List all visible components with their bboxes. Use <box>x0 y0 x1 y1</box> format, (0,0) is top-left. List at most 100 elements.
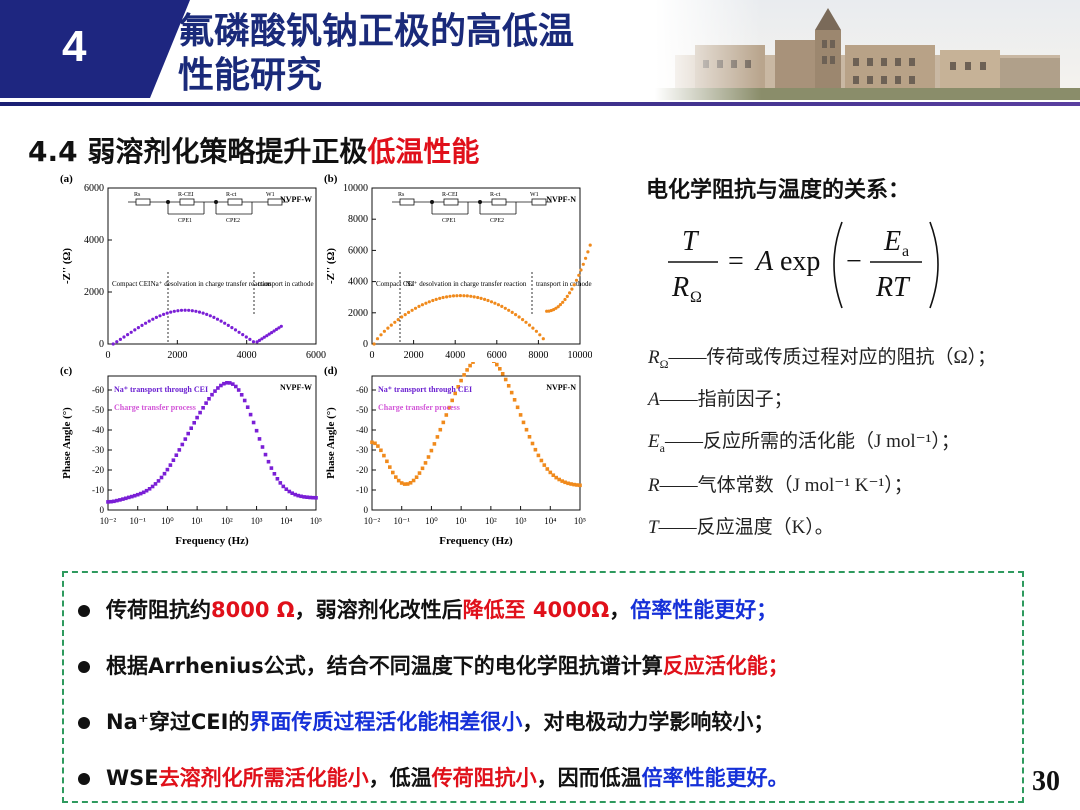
data-point <box>180 442 185 447</box>
data-point <box>534 329 538 333</box>
data-point <box>472 295 476 299</box>
eq-lhs-num: T <box>682 226 700 257</box>
x-tick-label: 10² <box>221 516 233 526</box>
data-point <box>212 315 216 319</box>
annotation-cei: Na⁺ transport through CEI <box>378 385 472 394</box>
data-point <box>135 492 140 497</box>
data-point <box>162 471 167 476</box>
data-point <box>517 315 521 319</box>
data-point <box>527 435 532 439</box>
data-point <box>376 444 380 448</box>
data-point <box>498 367 502 371</box>
data-point <box>241 333 245 337</box>
data-point <box>420 303 424 307</box>
data-point <box>581 262 585 266</box>
data-point <box>245 405 250 409</box>
summary-bullet-2: 根据Arrhenius公式，结合不同温度下的电化学阻抗谱计算反应活化能； <box>78 650 789 680</box>
data-point <box>570 287 574 291</box>
data-point <box>465 294 469 298</box>
data-point <box>257 437 262 441</box>
panel-tag: NVPF-N <box>546 195 576 204</box>
circuit-label: Rs <box>398 192 405 198</box>
data-point <box>509 390 514 395</box>
data-point <box>109 499 113 504</box>
data-point <box>379 448 383 453</box>
data-point <box>572 283 576 287</box>
data-point <box>244 335 248 339</box>
section-badge <box>0 0 190 98</box>
data-point <box>566 481 570 486</box>
data-point <box>588 243 592 247</box>
region-label-cei: Compact CEI <box>112 280 151 288</box>
data-point <box>260 445 265 449</box>
data-point <box>115 498 119 503</box>
data-point <box>187 308 191 312</box>
x-tick-label: 10⁻² <box>364 516 381 526</box>
data-point <box>500 304 504 308</box>
data-point <box>237 330 241 334</box>
data-point <box>127 495 131 500</box>
data-point <box>533 447 538 452</box>
data-point <box>405 482 410 486</box>
data-point <box>138 491 143 496</box>
data-point <box>389 323 393 327</box>
panel-label: (c) <box>60 365 73 377</box>
data-point <box>431 298 435 303</box>
data-point <box>455 294 459 298</box>
panel-label: (d) <box>324 365 338 377</box>
data-point <box>408 481 413 485</box>
region-label-transport: transport in cathode <box>536 280 592 288</box>
header-divider <box>0 102 1080 106</box>
data-point <box>524 320 528 324</box>
data-point <box>417 471 422 475</box>
data-point <box>493 301 497 305</box>
x-tick-label: 10⁴ <box>280 516 292 526</box>
data-point <box>391 470 395 475</box>
data-point <box>265 334 269 338</box>
data-point <box>267 332 271 336</box>
data-point <box>248 412 253 417</box>
y-tick-label: 0 <box>99 339 104 350</box>
data-point <box>512 398 517 402</box>
data-point <box>162 312 166 316</box>
data-point <box>451 294 456 298</box>
data-point <box>122 335 126 339</box>
data-point <box>450 398 454 403</box>
data-point <box>551 473 556 477</box>
data-point <box>372 342 376 346</box>
data-point <box>414 475 419 479</box>
data-point <box>121 497 125 501</box>
definition-item: A——指前因子； <box>648 389 793 410</box>
data-point <box>198 410 202 415</box>
data-point <box>518 413 523 417</box>
data-point <box>565 294 569 298</box>
data-point <box>486 298 490 303</box>
data-point <box>215 317 220 321</box>
data-point <box>165 311 169 315</box>
data-point <box>287 489 292 494</box>
x-tick-label: 0 <box>106 350 111 361</box>
data-point <box>434 297 438 301</box>
summary-bullet-4: WSE去溶剂化所需活化能小，低温传荷阻抗小，因而低温倍率性能更好。 <box>78 762 789 792</box>
data-point <box>208 314 212 318</box>
data-point <box>126 333 130 337</box>
data-point <box>228 381 232 385</box>
data-point <box>563 480 567 485</box>
data-point <box>426 455 431 459</box>
data-point <box>233 328 238 332</box>
y-tick-label: 6000 <box>348 245 368 256</box>
data-point <box>254 428 259 433</box>
data-point <box>290 491 294 495</box>
x-tick-label: 10³ <box>515 516 527 526</box>
data-point <box>514 313 518 317</box>
data-point <box>118 498 122 502</box>
data-point <box>213 389 217 393</box>
data-point <box>263 452 268 457</box>
region-label-desolvation: Na⁺ desolvation in charge transfer react… <box>406 280 527 288</box>
data-point <box>530 441 535 446</box>
data-point <box>194 309 198 313</box>
data-point <box>129 330 133 334</box>
data-point <box>382 329 386 333</box>
y-tick-label: -40 <box>92 425 104 435</box>
data-point <box>150 484 155 489</box>
